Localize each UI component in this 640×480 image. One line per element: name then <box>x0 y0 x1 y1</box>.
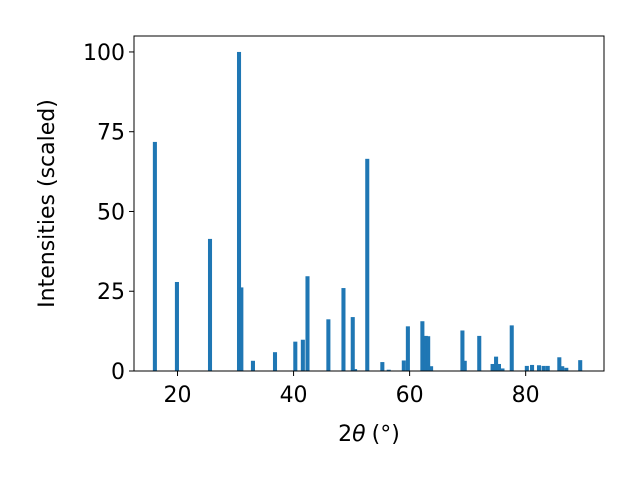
y-tick-label-75: 75 <box>97 121 125 146</box>
bar-17 <box>401 360 406 371</box>
bar-3 <box>236 51 242 371</box>
bar-30 <box>509 325 514 371</box>
y-axis-ticks: 0 25 50 75 100 <box>83 41 134 385</box>
x-axis-label-prefix: 2 <box>338 422 352 447</box>
bar-10 <box>326 319 331 371</box>
bar-35 <box>545 365 550 371</box>
bar-33 <box>536 365 542 371</box>
bar-31 <box>524 365 529 371</box>
x-axis-label: 2θ (°) <box>338 422 400 447</box>
x-tick-label-80: 80 <box>512 383 540 408</box>
bar-9 <box>305 276 310 371</box>
x-axis-label-theta: θ <box>352 422 366 447</box>
bar-16 <box>386 369 391 371</box>
bar-38 <box>564 367 569 371</box>
bar-20 <box>423 335 428 371</box>
bar-18 <box>405 326 410 371</box>
bar-7 <box>293 341 298 371</box>
bar-1 <box>174 281 179 371</box>
bar-2 <box>207 238 213 371</box>
bar-21 <box>426 336 431 371</box>
y-tick-label-50: 50 <box>97 200 125 225</box>
x-tick-label-40: 40 <box>280 383 308 408</box>
bar-25 <box>477 335 482 371</box>
bar-13 <box>353 369 358 371</box>
x-tick-label-20: 20 <box>164 383 192 408</box>
y-tick-label-100: 100 <box>83 41 125 66</box>
bars-layer <box>152 51 583 371</box>
bar-14 <box>365 158 370 371</box>
x-axis-ticks: 20 40 60 80 <box>164 371 540 408</box>
bar-39 <box>578 360 583 371</box>
bar-34 <box>541 365 546 371</box>
bar-24 <box>462 360 467 371</box>
bar-23 <box>460 330 465 371</box>
bar-22 <box>429 366 434 371</box>
bar-27 <box>494 356 499 371</box>
bar-4 <box>239 287 244 371</box>
bar-36 <box>557 357 562 371</box>
bar-5 <box>250 360 255 371</box>
plot-frame <box>133 35 605 372</box>
bar-32 <box>530 364 535 371</box>
y-axis-label: Intensities (scaled) <box>35 99 60 308</box>
bar-0 <box>152 141 157 371</box>
y-tick-label-0: 0 <box>111 360 125 385</box>
bar-11 <box>341 288 346 371</box>
bar-12 <box>350 317 355 371</box>
bar-28 <box>496 363 501 371</box>
bar-8 <box>300 339 305 371</box>
bar-26 <box>490 363 495 371</box>
bar-19 <box>420 321 425 371</box>
bar-15 <box>380 362 385 371</box>
bar-37 <box>560 366 565 371</box>
y-tick-label-25: 25 <box>97 280 125 305</box>
x-tick-label-60: 60 <box>396 383 424 408</box>
bar-6 <box>272 352 278 371</box>
x-axis-label-unit: (°) <box>372 422 400 447</box>
bar-29 <box>500 368 505 371</box>
